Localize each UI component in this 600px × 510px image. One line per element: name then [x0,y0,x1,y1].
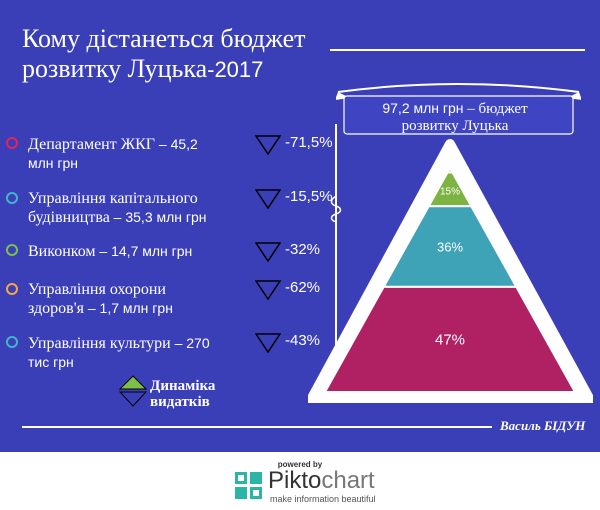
budget-total-amount: 97,2 млн грн [382,100,464,116]
change-value: -15,5% [285,188,333,205]
connector-line [335,124,337,356]
powered-by-text: powered by [277,460,323,469]
piktochart-footer: powered by Piktochart make information b… [0,452,600,510]
item-amount: – 1,7 млн грн [83,300,173,316]
budget-total-label: 97,2 млн грн – бюджет розвитку Луцька [350,100,560,135]
dynamics-legend-icon [119,375,147,407]
legend-line-1: Динаміка [150,378,216,394]
down-triangle-icon [255,242,281,262]
title-rule [330,49,585,51]
bullet-circle-red [6,137,18,149]
title-line-2: розвитку Луцька-2017 [22,54,263,85]
item-name: Управління капітального [28,190,198,207]
title-year: -2017 [207,57,264,82]
item-amount: – 14,7 млн грн [95,243,193,259]
legend-line-2: видатків [150,394,210,410]
bullet-circle-green [6,244,18,256]
author-credit: Василь БІДУН [500,418,586,433]
bullet-circle-teal [6,336,18,348]
change-value: -71,5% [285,134,333,151]
change-value: -43% [285,332,321,349]
list-item-health: Управління охорони здоров'я – 1,7 млн гр… [28,281,173,318]
pyramid-segment-label-2: 15% [440,186,460,197]
pyramid-segment-3 [445,165,455,174]
list-item-construction: Управління капітального будівництва – 35… [28,190,207,227]
item-name: Виконком [28,243,96,260]
change-value: -62% [285,279,321,296]
budget-total-label-line2: розвитку Луцька [401,118,509,134]
item-name-2: будівництва [28,209,110,226]
piktochart-tagline: make information beautiful [270,494,376,504]
item-amount-unit: тис грн [28,354,74,370]
item-amount: – 45,2 [155,136,198,152]
bullet-circle-orange [6,283,18,295]
brand-part-2: chart [321,467,375,494]
item-name-2: здоров'я [28,300,84,317]
bullet-circle-teal [6,192,18,204]
pyramid-chart: 47% 36% 15% [308,139,593,403]
item-amount-unit: млн грн [28,155,79,171]
piktochart-logo-icon [235,472,262,499]
brand-part-1: Pikto [268,467,322,494]
ribbon-banner [336,83,581,135]
item-name: Управління охорони [28,281,166,298]
list-item-executive: Виконком – 14,7 млн грн [28,242,192,261]
down-triangle-icon [255,333,281,353]
list-item-housing: Департамент ЖКГ – 45,2 млн грн [28,135,198,173]
item-amount: – 35,3 млн грн [109,209,207,225]
bottom-rule [22,426,492,428]
down-triangle-icon [255,189,281,209]
pyramid-segment-label-0: 47% [435,331,465,348]
item-name: Управління культури [28,335,171,352]
list-item-culture: Управління культури – 270 тис грн [28,334,210,372]
dynamics-legend-label: Динаміка видатків [150,378,215,410]
connector-curl-icon [330,196,342,222]
change-value: -32% [285,241,321,258]
item-amount: – 270 [170,335,210,351]
pyramid-segment-label-1: 36% [437,239,463,254]
piktochart-wordmark: Piktochart [268,467,375,495]
title-line-1: Кому дістанеться бюджет [22,24,306,53]
item-name: Департамент ЖКГ [28,136,155,153]
down-triangle-icon [255,135,281,155]
infographic-poster: Кому дістанеться бюджет розвитку Луцька-… [0,0,600,452]
down-triangle-icon [255,280,281,300]
budget-total-label-rest: – бюджет [463,101,528,117]
title-city: розвитку Луцька [22,54,208,83]
